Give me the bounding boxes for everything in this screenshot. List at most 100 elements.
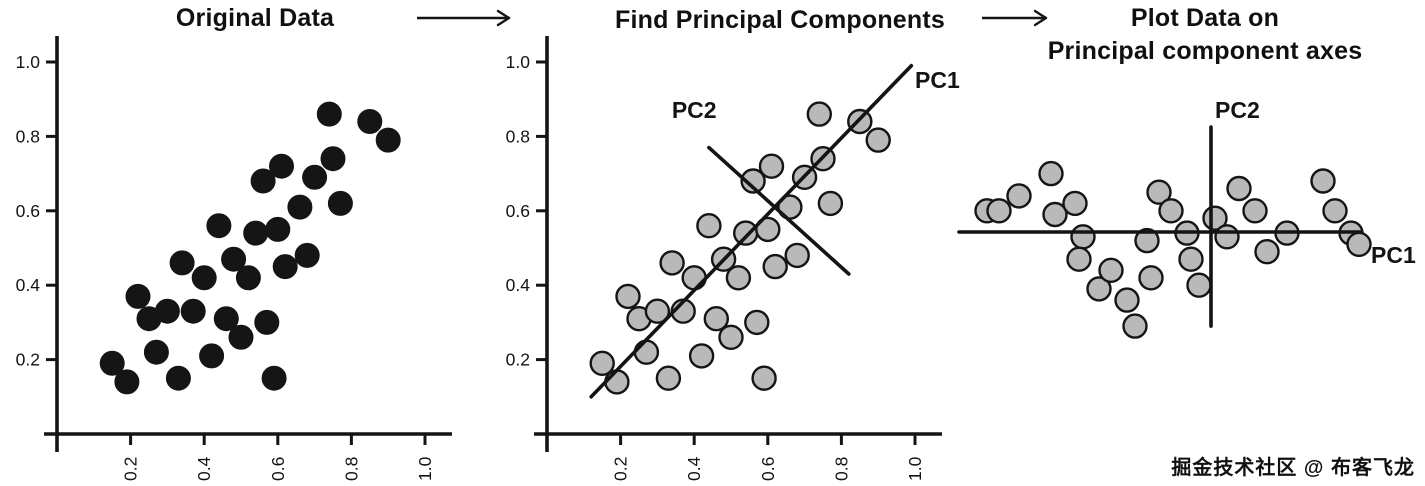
y-tick-label: 0.6	[16, 201, 40, 221]
data-point	[762, 253, 788, 280]
panel-title-plot-on-pc-axes: Plot Data on Principal component axes	[990, 2, 1420, 67]
data-point	[633, 339, 660, 365]
data-point	[1134, 227, 1160, 254]
data-point	[740, 168, 766, 194]
pc-label-pc1: PC1	[1371, 242, 1416, 268]
data-point	[758, 153, 785, 179]
panel-title-line-1: Plot Data on	[1130, 4, 1280, 32]
data-point	[1066, 246, 1092, 272]
data-point	[696, 212, 722, 239]
pc-label-pc2: PC2	[672, 97, 717, 123]
data-point	[320, 146, 346, 172]
data-point	[718, 324, 744, 350]
x-tick-label: 0.2	[121, 457, 141, 481]
x-tick-label: 1.0	[415, 456, 435, 481]
y-tick-label: 0.4	[16, 275, 41, 295]
data-point	[180, 298, 206, 324]
data-point	[169, 250, 195, 276]
data-point	[986, 198, 1012, 224]
data-point	[1178, 246, 1204, 272]
data-point	[1254, 238, 1280, 265]
y-tick-label: 0.8	[506, 126, 530, 146]
data-point	[1122, 313, 1148, 339]
data-point	[725, 265, 752, 291]
watermark-text: 掘金技术社区 @ 布客飞龙	[1171, 457, 1415, 479]
data-point	[294, 242, 320, 268]
data-point	[327, 190, 353, 216]
data-point	[1346, 231, 1372, 258]
data-point	[272, 254, 298, 280]
pc-label-pc1: PC1	[915, 67, 960, 93]
data-point	[235, 265, 261, 291]
data-point	[615, 283, 641, 310]
arrow-head	[496, 16, 511, 27]
data-point	[1322, 198, 1348, 224]
y-tick-label: 0.6	[506, 201, 530, 221]
data-point	[865, 127, 891, 153]
data-point	[751, 365, 777, 391]
data-point	[1098, 257, 1124, 283]
data-point	[114, 369, 140, 395]
data-point	[806, 101, 832, 127]
data-point	[1086, 276, 1112, 302]
arrow-head	[1033, 9, 1048, 20]
data-point	[1242, 198, 1268, 224]
data-point	[228, 324, 254, 350]
data-point	[655, 365, 682, 391]
data-point	[302, 164, 328, 190]
data-point	[243, 220, 269, 246]
data-point	[659, 250, 685, 276]
data-point	[681, 265, 707, 291]
data-point	[732, 220, 759, 246]
data-point	[154, 298, 180, 324]
data-point	[1006, 183, 1032, 209]
panel-title-line-2: Principal component axes	[1047, 36, 1363, 65]
data-point	[1070, 224, 1096, 250]
x-tick-label: 1.0	[905, 456, 925, 481]
data-point	[250, 168, 276, 194]
data-point	[191, 265, 217, 291]
y-tick-label: 1.0	[16, 52, 41, 72]
data-point	[1114, 287, 1140, 313]
data-point	[165, 365, 191, 391]
data-point	[99, 350, 125, 376]
data-point	[357, 109, 383, 134]
x-tick-label: 0.6	[268, 457, 288, 481]
data-point	[644, 298, 671, 324]
data-point	[206, 213, 232, 239]
plot-2: 0.2 0.4 0.6 0.8 1.0 0.2 0.4 0.6 0.8 1.0 PC1 PC2	[506, 36, 960, 481]
arrow-head	[1033, 16, 1048, 27]
data-point	[269, 153, 294, 179]
x-tick-label: 0.4	[684, 456, 704, 481]
data-point	[1310, 168, 1336, 194]
data-point	[1062, 190, 1088, 217]
data-point	[589, 350, 615, 376]
data-point	[1042, 201, 1068, 228]
data-point	[817, 190, 844, 217]
data-point	[703, 306, 730, 332]
data-point	[1138, 265, 1164, 291]
data-point	[1146, 179, 1172, 205]
data-point	[199, 343, 225, 369]
plot-1: 0.2 0.4 0.6 0.8 1.0 0.2 0.4 0.6 0.8 1.0	[16, 36, 452, 481]
data-point	[1214, 224, 1240, 250]
x-tick-label: 0.8	[341, 457, 361, 481]
pc-line-pc1	[589, 63, 914, 399]
panel-title-find-principal-components: Find Principal Components	[614, 6, 945, 34]
flow-arrow-1	[417, 9, 511, 27]
data-point	[287, 194, 313, 220]
y-tick-label: 0.8	[16, 126, 40, 146]
y-tick-label: 0.2	[16, 350, 40, 370]
y-tick-label: 0.4	[506, 275, 531, 295]
data-point	[261, 365, 287, 391]
data-point	[125, 283, 151, 309]
y-tick-label: 1.0	[506, 52, 531, 72]
data-point	[221, 246, 247, 272]
panel-title-original-data: Original Data	[175, 4, 335, 32]
data-point	[1226, 175, 1252, 202]
data-point	[755, 216, 781, 243]
data-point	[316, 101, 342, 127]
x-tick-label: 0.2	[611, 457, 631, 481]
data-point	[744, 309, 770, 336]
data-point	[784, 242, 810, 269]
